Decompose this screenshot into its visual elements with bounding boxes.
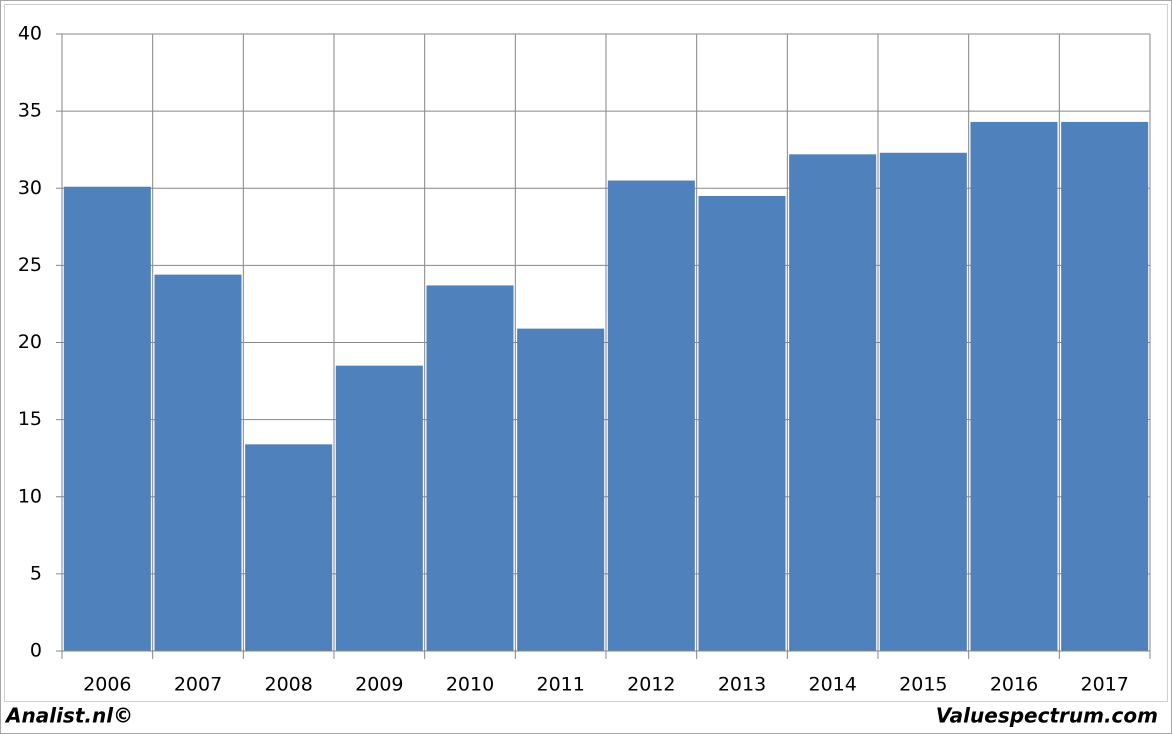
x-tick-label: 2011	[536, 674, 584, 696]
y-tick-label: 15	[18, 408, 42, 430]
bar	[335, 365, 423, 651]
y-tick-label: 25	[18, 254, 42, 276]
bar	[1061, 121, 1149, 652]
y-tick-label: 10	[18, 485, 42, 507]
bar	[607, 180, 695, 651]
x-tick-label: 2008	[264, 674, 312, 696]
bar	[789, 154, 877, 651]
y-tick-label: 5	[30, 562, 42, 584]
x-tick-label: 2013	[718, 674, 766, 696]
bar	[698, 195, 786, 651]
bar	[245, 444, 333, 651]
source-right: Valuespectrum.com	[936, 704, 1158, 728]
x-tick-label: 2006	[83, 674, 131, 696]
y-tick-label: 0	[30, 640, 42, 662]
x-tick-label: 2015	[899, 674, 947, 696]
bar	[63, 186, 151, 651]
bar	[879, 152, 967, 651]
y-tick-label: 20	[18, 331, 42, 353]
x-tick-label: 2017	[1080, 674, 1128, 696]
bar	[517, 328, 605, 651]
y-tick-label: 40	[18, 23, 42, 45]
bar	[426, 285, 514, 651]
x-tick-label: 2009	[355, 674, 403, 696]
x-tick-label: 2016	[990, 674, 1038, 696]
y-tick-label: 35	[18, 100, 42, 122]
bar	[154, 274, 242, 651]
x-tick-label: 2012	[627, 674, 675, 696]
source-left: Analist.nl©	[4, 704, 133, 728]
x-tick-label: 2010	[446, 674, 494, 696]
x-tick-label: 2007	[174, 674, 222, 696]
x-tick-label: 2014	[808, 674, 856, 696]
y-tick-label: 30	[18, 177, 42, 199]
bar	[970, 121, 1058, 652]
